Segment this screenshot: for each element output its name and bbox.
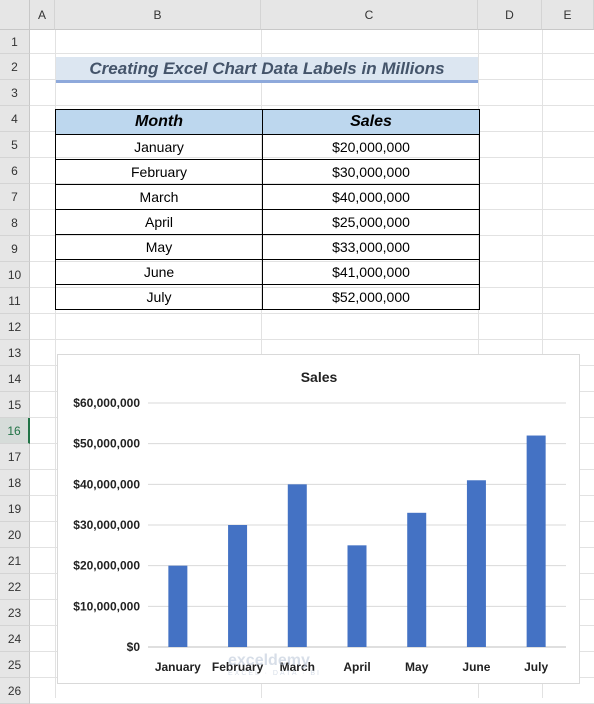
table-row: July $52,000,000 bbox=[55, 284, 480, 310]
sales-chart[interactable]: Sales $0 $10,000,000 $20,000,000 $30,000,00… bbox=[57, 354, 580, 684]
bar-june[interactable] bbox=[466, 480, 486, 647]
header-sales[interactable]: Sales bbox=[262, 109, 480, 135]
month-cell[interactable]: April bbox=[55, 209, 263, 235]
select-all-corner[interactable] bbox=[0, 0, 30, 30]
sales-cell[interactable]: $20,000,000 bbox=[262, 134, 480, 160]
table-row: May $33,000,000 bbox=[55, 234, 480, 260]
bar-april[interactable] bbox=[347, 545, 367, 647]
row-header-12[interactable]: 12 bbox=[0, 314, 30, 340]
month-cell[interactable]: May bbox=[55, 234, 263, 260]
row-header-10[interactable]: 10 bbox=[0, 262, 30, 288]
table-row: April $25,000,000 bbox=[55, 209, 480, 235]
row-header-9[interactable]: 9 bbox=[0, 236, 30, 262]
y-tick-label: $30,000,000 bbox=[73, 518, 140, 532]
table-row: June $41,000,000 bbox=[55, 259, 480, 285]
row-header-14[interactable]: 14 bbox=[0, 366, 30, 392]
table-row: March $40,000,000 bbox=[55, 184, 480, 210]
row-header-7[interactable]: 7 bbox=[0, 184, 30, 210]
x-tick-label: June bbox=[462, 660, 490, 674]
header-month[interactable]: Month bbox=[55, 109, 263, 135]
row-header-15[interactable]: 15 bbox=[0, 392, 30, 418]
column-header-b[interactable]: B bbox=[55, 0, 261, 30]
y-tick-label: $10,000,000 bbox=[73, 599, 140, 613]
bar-may[interactable] bbox=[407, 512, 427, 647]
x-tick-label: March bbox=[280, 660, 315, 674]
table-row: January $20,000,000 bbox=[55, 134, 480, 160]
bar-march[interactable] bbox=[287, 484, 307, 647]
column-header-c[interactable]: C bbox=[261, 0, 478, 30]
column-header-e[interactable]: E bbox=[542, 0, 594, 30]
x-tick-label: February bbox=[212, 660, 264, 674]
y-tick-label: $50,000,000 bbox=[73, 437, 140, 451]
sales-table: Month Sales January $20,000,000 February $… bbox=[55, 109, 480, 310]
chart-title: Sales bbox=[301, 369, 338, 385]
row-header-13[interactable]: 13 bbox=[0, 340, 30, 366]
column-header-a[interactable]: A bbox=[30, 0, 55, 30]
watermark-logo: exceldemy EXCEL · DATA · BI bbox=[228, 652, 321, 677]
row-header-18[interactable]: 18 bbox=[0, 470, 30, 496]
sales-cell[interactable]: $30,000,000 bbox=[262, 159, 480, 185]
month-cell[interactable]: March bbox=[55, 184, 263, 210]
x-tick-label: April bbox=[343, 660, 370, 674]
row-header-6[interactable]: 6 bbox=[0, 158, 30, 184]
x-tick-label: July bbox=[524, 660, 548, 674]
row-header-4[interactable]: 4 bbox=[0, 106, 30, 132]
y-tick-label: $40,000,000 bbox=[73, 477, 140, 491]
bar-february[interactable] bbox=[228, 525, 248, 647]
row-header-23[interactable]: 23 bbox=[0, 600, 30, 626]
grid-line bbox=[55, 30, 56, 698]
row-header-5[interactable]: 5 bbox=[0, 132, 30, 158]
grid-line bbox=[30, 53, 594, 54]
sales-cell[interactable]: $41,000,000 bbox=[262, 259, 480, 285]
row-header-1[interactable]: 1 bbox=[0, 30, 30, 54]
table-row: February $30,000,000 bbox=[55, 159, 480, 185]
grid-line bbox=[30, 313, 594, 314]
grid-line bbox=[30, 339, 594, 340]
y-tick-label: $20,000,000 bbox=[73, 559, 140, 573]
row-header-20[interactable]: 20 bbox=[0, 522, 30, 548]
row-header-17[interactable]: 17 bbox=[0, 444, 30, 470]
grid-line bbox=[30, 105, 594, 106]
row-header-22[interactable]: 22 bbox=[0, 574, 30, 600]
row-header-2[interactable]: 2 bbox=[0, 54, 30, 80]
row-header-3[interactable]: 3 bbox=[0, 80, 30, 106]
row-header-11[interactable]: 11 bbox=[0, 288, 30, 314]
sales-cell[interactable]: $40,000,000 bbox=[262, 184, 480, 210]
month-cell[interactable]: February bbox=[55, 159, 263, 185]
row-header-16[interactable]: 16 bbox=[0, 418, 30, 444]
month-cell[interactable]: January bbox=[55, 134, 263, 160]
row-header-26[interactable]: 26 bbox=[0, 678, 30, 704]
sheet-title[interactable]: Creating Excel Chart Data Labels in Mill… bbox=[56, 57, 478, 83]
y-tick-label: $60,000,000 bbox=[73, 396, 140, 410]
sales-cell[interactable]: $52,000,000 bbox=[262, 284, 480, 310]
month-cell[interactable]: July bbox=[55, 284, 263, 310]
y-tick-label: $0 bbox=[127, 640, 141, 654]
x-tick-label: January bbox=[155, 660, 201, 674]
row-header-21[interactable]: 21 bbox=[0, 548, 30, 574]
bar-january[interactable] bbox=[168, 565, 188, 647]
column-header-d[interactable]: D bbox=[478, 0, 542, 30]
month-cell[interactable]: June bbox=[55, 259, 263, 285]
chart-canvas: Sales $0 $10,000,000 $20,000,000 $30,000,00… bbox=[73, 369, 566, 674]
row-header-19[interactable]: 19 bbox=[0, 496, 30, 522]
sales-cell[interactable]: $25,000,000 bbox=[262, 209, 480, 235]
bar-july[interactable] bbox=[526, 435, 546, 647]
row-header-8[interactable]: 8 bbox=[0, 210, 30, 236]
sales-cell[interactable]: $33,000,000 bbox=[262, 234, 480, 260]
x-tick-label: May bbox=[405, 660, 429, 674]
row-header-25[interactable]: 25 bbox=[0, 652, 30, 678]
row-header-24[interactable]: 24 bbox=[0, 626, 30, 652]
